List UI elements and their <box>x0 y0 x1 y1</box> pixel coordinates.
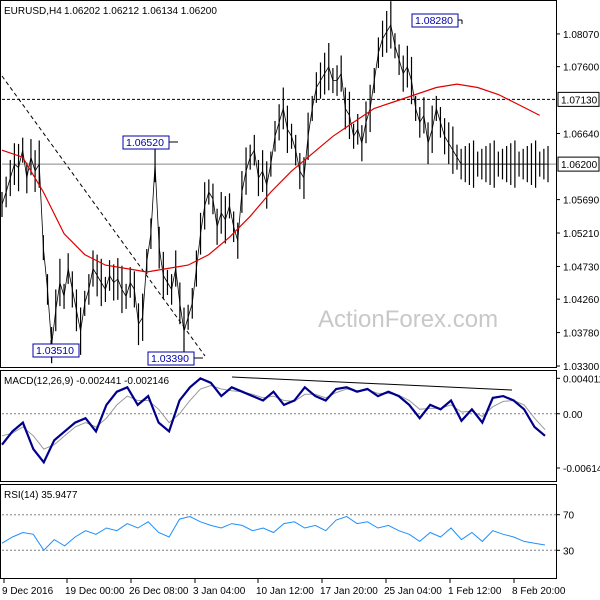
price-tick-label: 1.07600 <box>563 63 600 74</box>
macd-header: MACD(12,26,9) -0.002441 -0.002146 <box>4 376 170 387</box>
annotation-label: 1.06520 <box>126 137 164 149</box>
price-tick-label: 1.05210 <box>563 229 600 240</box>
macd-trendline <box>231 376 513 391</box>
price-label-box <box>557 91 600 107</box>
price-line <box>1 23 548 346</box>
annotation-label: 1.03390 <box>151 353 189 365</box>
x-tick-label: 1 Feb 12:00 <box>448 586 502 597</box>
x-tick-label: 17 Jan 20:00 <box>320 586 378 597</box>
rsi-line <box>1 515 546 552</box>
x-tick-label: 8 Feb 20:00 <box>512 586 566 597</box>
price-label: 1.06200 <box>561 160 598 171</box>
rsi-tick-label: 30 <box>563 546 575 557</box>
x-tick-label: 9 Dec 2016 <box>2 586 54 597</box>
price-tick-label: 1.05690 <box>563 196 600 207</box>
annotation-label: 1.08280 <box>415 15 453 27</box>
price-tick-label: 1.06640 <box>563 129 600 140</box>
macd-panel-frame <box>0 370 557 482</box>
axis-layer: 1.08070 1.07600 1.06640 1.05690 1.05210 1.047… <box>2 30 600 597</box>
rsi-layer <box>1 514 556 552</box>
trendline <box>1 75 206 357</box>
price-tick-label: 1.08070 <box>563 30 600 41</box>
annotation-box <box>32 343 80 358</box>
x-tick-label: 19 Dec 00:00 <box>65 586 125 597</box>
rsi-tick-label: 70 <box>563 511 575 522</box>
macd-main-line <box>1 377 546 465</box>
price-header-symbol: EURUSD,H4 <box>4 6 62 17</box>
price-tick-label: 1.04260 <box>563 295 600 306</box>
macd-layer <box>1 376 556 465</box>
macd-tick-label: 0.00 <box>563 410 583 421</box>
price-layer: 1.08280 1.06520 1.03510 1.03390 <box>1 1 556 366</box>
x-tick-label: 3 Jan 04:00 <box>193 586 246 597</box>
x-tick-label: 26 Dec 08:00 <box>129 586 189 597</box>
watermark: ActionForex.com <box>318 306 498 333</box>
price-tick-label: 1.03300 <box>563 362 600 373</box>
macd-tick-label: -0.006143 <box>563 464 600 475</box>
moving-average-line <box>1 83 540 273</box>
price-label: 1.07130 <box>561 95 598 106</box>
price-label-box <box>557 156 600 172</box>
price-header-ohlc: 1.06202 1.06212 1.06134 1.06200 <box>64 6 217 17</box>
annotation-label: 1.03510 <box>36 345 74 357</box>
price-tick-label: 1.04730 <box>563 262 600 273</box>
rsi-panel-frame <box>0 484 557 579</box>
x-tick-label: 10 Jan 12:00 <box>256 586 314 597</box>
macd-tick-label: 0.004011 <box>563 374 600 385</box>
x-tick-label: 25 Jan 04:00 <box>384 586 442 597</box>
rsi-header: RSI(14) 35.9477 <box>4 490 78 501</box>
price-tick-label: 1.03780 <box>563 329 600 340</box>
